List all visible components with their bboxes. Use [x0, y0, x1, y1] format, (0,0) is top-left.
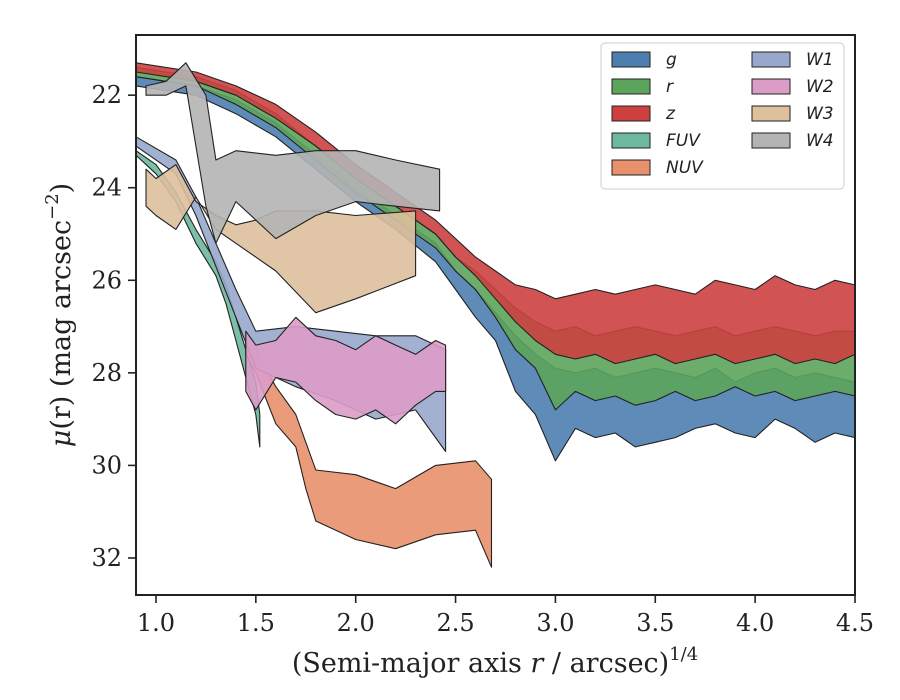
- y-tick-label: 24: [91, 174, 122, 202]
- legend-label-w3: W3: [806, 104, 834, 124]
- y-axis-label: μ(r) (mag arcsec−2): [42, 183, 77, 447]
- legend-swatch-fuv: [611, 132, 651, 149]
- legend-swatch-w4: [751, 132, 791, 149]
- legend-swatch-g: [611, 51, 651, 68]
- series-band-w4: [145, 62, 441, 244]
- x-tick-label: 3.0: [536, 609, 574, 637]
- x-tick-label: 4.0: [736, 609, 774, 637]
- legend-swatch-w3: [751, 105, 791, 122]
- series-band-w2: [245, 316, 447, 425]
- legend-label-w2: W2: [806, 77, 834, 97]
- x-tick-label: 1.5: [237, 609, 275, 637]
- legend-label-r: r: [666, 77, 674, 97]
- legend-label-w1: W1: [806, 50, 834, 70]
- y-tick-label: 28: [91, 359, 122, 387]
- x-tick-label: 1.0: [137, 609, 175, 637]
- x-tick-label: 3.5: [636, 609, 674, 637]
- legend-label-g: g: [666, 50, 677, 70]
- ticks-layer: 1.0 1.5 2.0 2.5 3.0 3.5 4.0 4.5 22 24 26 28 30 32: [91, 81, 874, 637]
- legend-swatch-z: [611, 105, 651, 122]
- legend-swatch-w1: [751, 51, 791, 68]
- series-band-nuv: [245, 339, 493, 568]
- x-tick-label: 2.5: [436, 609, 474, 637]
- legend-swatch-w2: [751, 78, 791, 95]
- x-tick-label: 4.5: [836, 609, 874, 637]
- x-tick-label: 2.0: [337, 609, 375, 637]
- x-axis-label: (Semi-major axis r / arcsec)1/4: [292, 644, 698, 679]
- y-tick-label: 26: [91, 266, 122, 294]
- series-band-z: [136, 62, 855, 365]
- legend-label-z: z: [665, 104, 676, 124]
- legend-label-nuv: NUV: [666, 158, 704, 178]
- y-tick-label: 22: [91, 81, 122, 109]
- legend-swatch-nuv: [611, 159, 651, 176]
- y-tick-label: 32: [91, 544, 122, 572]
- plot-frame: [135, 34, 856, 596]
- legend-swatch-r: [611, 78, 651, 95]
- y-tick-label: 30: [91, 451, 122, 479]
- legend-label-w4: W4: [806, 131, 834, 151]
- series-layer: [136, 62, 855, 568]
- legend-label-fuv: FUV: [666, 131, 701, 151]
- legend: grz FUV NUV W1 W2 W3 W4: [600, 42, 845, 190]
